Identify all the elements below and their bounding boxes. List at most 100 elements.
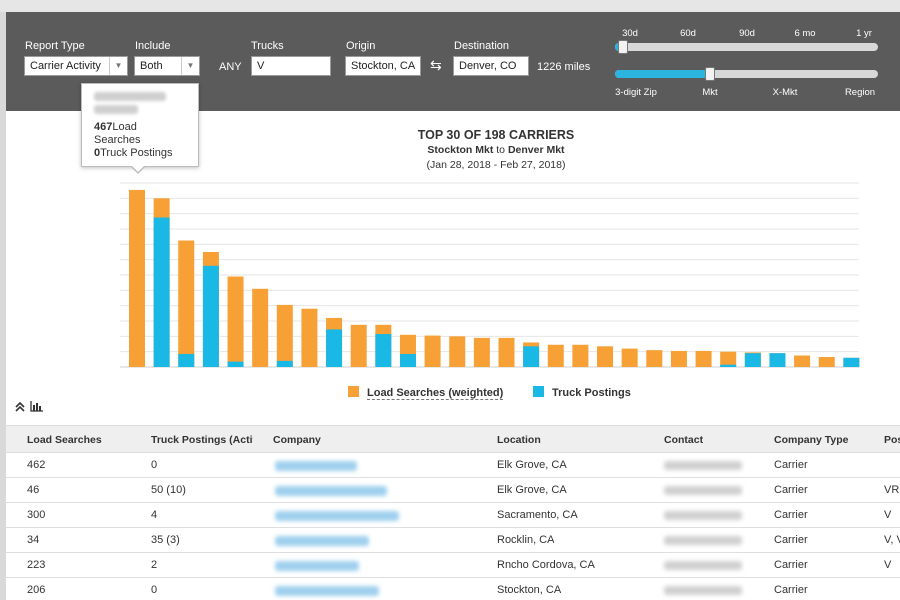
column-header-load-searches[interactable]: Load Searches [27, 434, 102, 446]
trucks-any-toggle[interactable]: ANY [219, 61, 242, 73]
bar-load-searches[interactable] [597, 346, 614, 367]
swap-icon[interactable]: ⇆ [430, 57, 442, 73]
column-header-truck-postings[interactable]: Truck Postings (Active) [151, 434, 253, 446]
area-tick-mkt: Mkt [702, 87, 718, 98]
collapse-chart-icon[interactable] [15, 401, 28, 415]
company-link-redacted[interactable] [275, 461, 357, 471]
company-link-redacted[interactable] [275, 586, 379, 596]
bar-truck-postings[interactable] [276, 360, 293, 367]
bar-load-searches[interactable] [670, 350, 687, 367]
bar-truck-postings[interactable] [202, 265, 219, 367]
bar-truck-postings[interactable] [523, 346, 540, 367]
cell-load-searches: 223 [27, 559, 46, 571]
cell-truck-postings: 2 [151, 559, 158, 571]
bar-chart-icon[interactable] [30, 401, 44, 415]
table-row[interactable]: 34 35 (3) Rocklin, CA Carrier V, V [6, 528, 900, 553]
bar-load-searches[interactable] [794, 355, 811, 368]
bar-truck-postings[interactable] [227, 361, 244, 367]
column-header-pos[interactable]: Pos [884, 434, 900, 446]
bar-load-searches[interactable] [301, 308, 318, 367]
company-link-redacted[interactable] [275, 561, 359, 571]
destination-input[interactable]: Denver, CO [453, 56, 529, 76]
bar-truck-postings[interactable] [744, 353, 761, 367]
bar-load-searches[interactable] [449, 336, 466, 367]
bar-truck-postings[interactable] [153, 217, 170, 368]
bar-truck-postings[interactable] [326, 329, 343, 367]
legend-truck-postings[interactable]: Truck Postings [533, 386, 631, 399]
bar-load-searches[interactable] [695, 350, 712, 367]
contact-redacted [664, 511, 742, 520]
column-header-location[interactable]: Location [497, 434, 541, 446]
bar-load-searches[interactable] [252, 288, 269, 367]
time-tick-6mo: 6 mo [794, 28, 816, 39]
chevron-down-icon: ▼ [109, 57, 127, 75]
report-type-value: Carrier Activity [30, 60, 101, 72]
contact-redacted [664, 561, 742, 570]
report-frame: Report Type Carrier Activity ▼ Include B… [6, 12, 900, 600]
include-value: Both [140, 60, 163, 72]
carrier-bar-chart [120, 182, 860, 368]
table-row[interactable]: 300 4 Sacramento, CA Carrier V [6, 503, 900, 528]
chart-title: TOP 30 OF 198 CARRIERS [417, 128, 575, 142]
trucks-input[interactable]: V [251, 56, 331, 76]
bar-load-searches[interactable] [646, 350, 663, 367]
chart-date-range: (Jan 28, 2018 - Feb 27, 2018) [426, 159, 566, 171]
cell-company-type: Carrier [774, 534, 808, 546]
time-tick-90d: 90d [739, 28, 755, 39]
bar-truck-postings[interactable] [399, 353, 416, 367]
bar-truck-postings[interactable] [375, 334, 392, 367]
contact-redacted [664, 536, 742, 545]
area-slider-handle[interactable] [704, 67, 715, 81]
column-header-company-type[interactable]: Company Type [774, 434, 849, 446]
legend-label-load-searches: Load Searches (weighted) [367, 387, 504, 400]
tooltip-truck-postings-count: 0 [94, 147, 101, 159]
table-row[interactable]: 462 0 Elk Grove, CA Carrier [6, 453, 900, 478]
company-link-redacted[interactable] [275, 511, 399, 521]
bar-load-searches[interactable] [547, 344, 564, 367]
bar-load-searches[interactable] [720, 351, 737, 367]
legend-label-truck-postings: Truck Postings [552, 387, 631, 399]
trucks-value: V [257, 60, 265, 72]
include-label: Include [135, 40, 171, 52]
bar-load-searches[interactable] [473, 337, 490, 367]
bar-load-searches[interactable] [818, 357, 835, 367]
bar-load-searches[interactable] [621, 348, 638, 367]
bar-load-searches[interactable] [178, 240, 195, 368]
cell-truck-postings: 35 (3) [151, 534, 180, 546]
column-header-contact[interactable]: Contact [664, 434, 704, 446]
area-slider-track[interactable] [615, 70, 878, 78]
cell-load-searches: 46 [27, 484, 40, 496]
tooltip-truck-postings-label: Truck Postings [100, 147, 173, 159]
bar-truck-postings[interactable] [720, 364, 737, 367]
bar-load-searches[interactable] [276, 304, 293, 367]
distance-text: 1226 miles [537, 61, 591, 73]
company-link-redacted[interactable] [275, 536, 369, 546]
tooltip-truck-postings: 0Truck Postings [94, 147, 186, 160]
area-tick-region: Region [844, 87, 876, 98]
table-row[interactable]: 46 50 (10) Elk Grove, CA Carrier VR [6, 478, 900, 503]
time-slider-handle[interactable] [617, 40, 628, 54]
bar-load-searches[interactable] [498, 337, 515, 367]
company-link-redacted[interactable] [275, 486, 387, 496]
bar-load-searches[interactable] [129, 189, 145, 367]
legend-load-searches[interactable]: Load Searches (weighted) [348, 386, 504, 400]
trucks-label: Trucks [251, 40, 284, 52]
report-type-select[interactable]: Carrier Activity ▼ [24, 56, 128, 76]
table-row[interactable]: 206 0 Stockton, CA Carrier [6, 578, 900, 600]
legend-swatch-truck-postings [533, 386, 544, 397]
bar-load-searches[interactable] [424, 335, 441, 367]
include-select[interactable]: Both ▼ [134, 56, 200, 76]
chart-subtitle: Stockton Mkt to Denver Mkt [336, 144, 656, 156]
tooltip-load-searches: 467Load Searches [94, 121, 186, 147]
origin-input[interactable]: Stockton, CA [345, 56, 421, 76]
bar-load-searches[interactable] [572, 344, 589, 367]
table-row[interactable]: 223 2 Rncho Cordova, CA Carrier V [6, 553, 900, 578]
bar-truck-postings[interactable] [178, 353, 195, 367]
bar-load-searches[interactable] [227, 276, 244, 367]
column-header-company[interactable]: Company [273, 434, 321, 446]
bar-load-searches[interactable] [350, 324, 367, 367]
bar-truck-postings[interactable] [843, 357, 860, 367]
bar-truck-postings[interactable] [769, 353, 786, 367]
area-tick-3digit-zip: 3-digit Zip [615, 87, 657, 98]
cell-company-type: Carrier [774, 484, 808, 496]
